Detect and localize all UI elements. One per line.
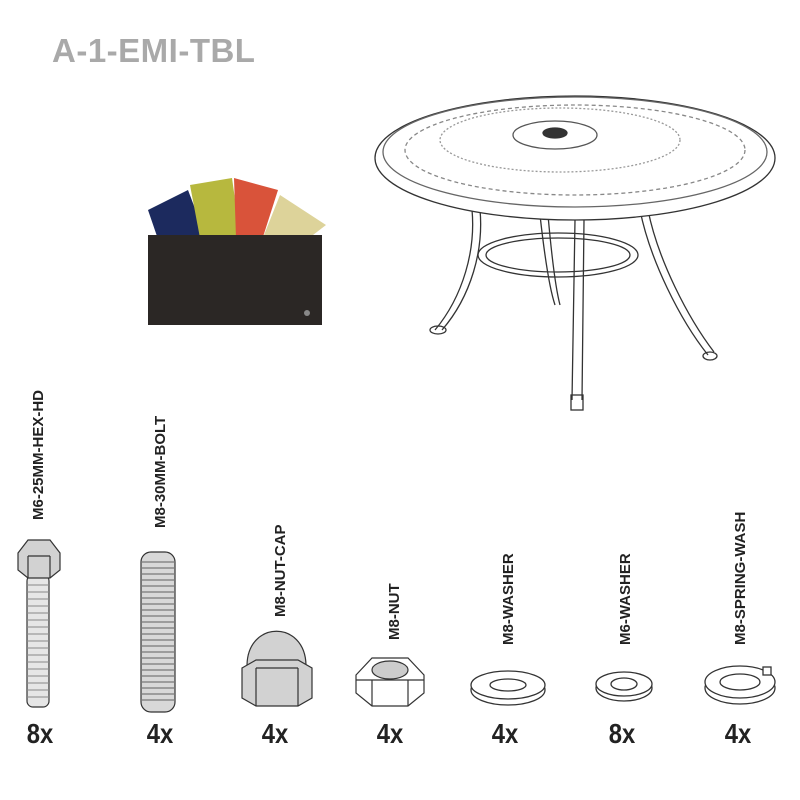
- part-label-m8-spring-wash: M8-SPRING-WASH: [732, 511, 749, 645]
- part-label-m8-washer: M8-WASHER: [500, 553, 517, 645]
- quantity-m8-spring-wash: 4x: [724, 718, 752, 749]
- hex-nut-icon: [355, 657, 425, 707]
- threaded-rod-icon: [140, 551, 176, 713]
- product-code-title: A-1-EMI-TBL: [52, 32, 256, 69]
- part-label-m8-30mm-bolt: M8-30MM-BOLT: [152, 415, 169, 528]
- quantity-m6-washer: 8x: [608, 718, 636, 749]
- quantity-m8-30mm-bolt: 4x: [146, 718, 174, 749]
- flat-washer-icon: [595, 671, 653, 702]
- fabric-swatches-image: [148, 178, 326, 325]
- quantity-m8-washer: 4x: [491, 718, 519, 749]
- part-label-m6-washer: M6-WASHER: [617, 553, 634, 645]
- hex-bolt-icon: [17, 539, 61, 708]
- cap-nut-icon: [241, 630, 313, 707]
- oval-table-image: [374, 95, 776, 411]
- part-label-m6-25mm-hex-hd: M6-25MM-HEX-HD: [30, 389, 47, 520]
- part-label-m8-nut-cap: M8-NUT-CAP: [272, 524, 289, 618]
- quantity-m8-nut-cap: 4x: [261, 718, 289, 749]
- quantity-m6-25mm-hex-hd: 8x: [26, 718, 54, 749]
- flat-washer-icon: [470, 670, 546, 706]
- part-label-m8-nut: M8-NUT: [386, 583, 403, 640]
- quantity-m8-nut: 4x: [376, 718, 404, 749]
- spring-washer-icon: [704, 665, 776, 705]
